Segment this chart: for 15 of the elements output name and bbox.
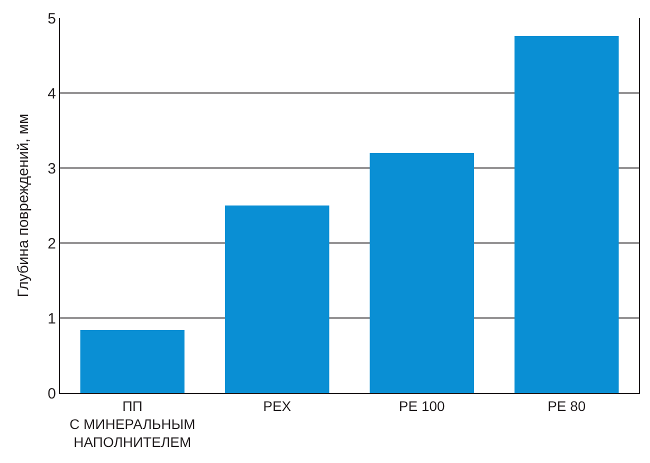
y-tick-label: 3 — [48, 160, 56, 178]
bar — [514, 36, 619, 393]
bar — [370, 153, 474, 393]
y-axis-title: Глубина повреждений, мм — [14, 114, 32, 298]
y-tick-label: 2 — [48, 235, 56, 252]
y-tick-label: 0 — [48, 385, 56, 402]
x-tick-label: PEX — [263, 398, 292, 414]
x-tick-label: PE 80 — [548, 398, 586, 414]
x-tick-label: PE 100 — [398, 398, 446, 414]
y-tick-label: 4 — [48, 85, 56, 102]
x-tick-label: ПП С МИНЕРАЛЬНЫМ НАПОЛНИТЕЛЕМ — [69, 398, 196, 450]
bar — [80, 330, 184, 393]
bar — [225, 206, 330, 393]
y-tick-label: 5 — [48, 10, 56, 28]
y-tick-label: 1 — [48, 310, 56, 328]
